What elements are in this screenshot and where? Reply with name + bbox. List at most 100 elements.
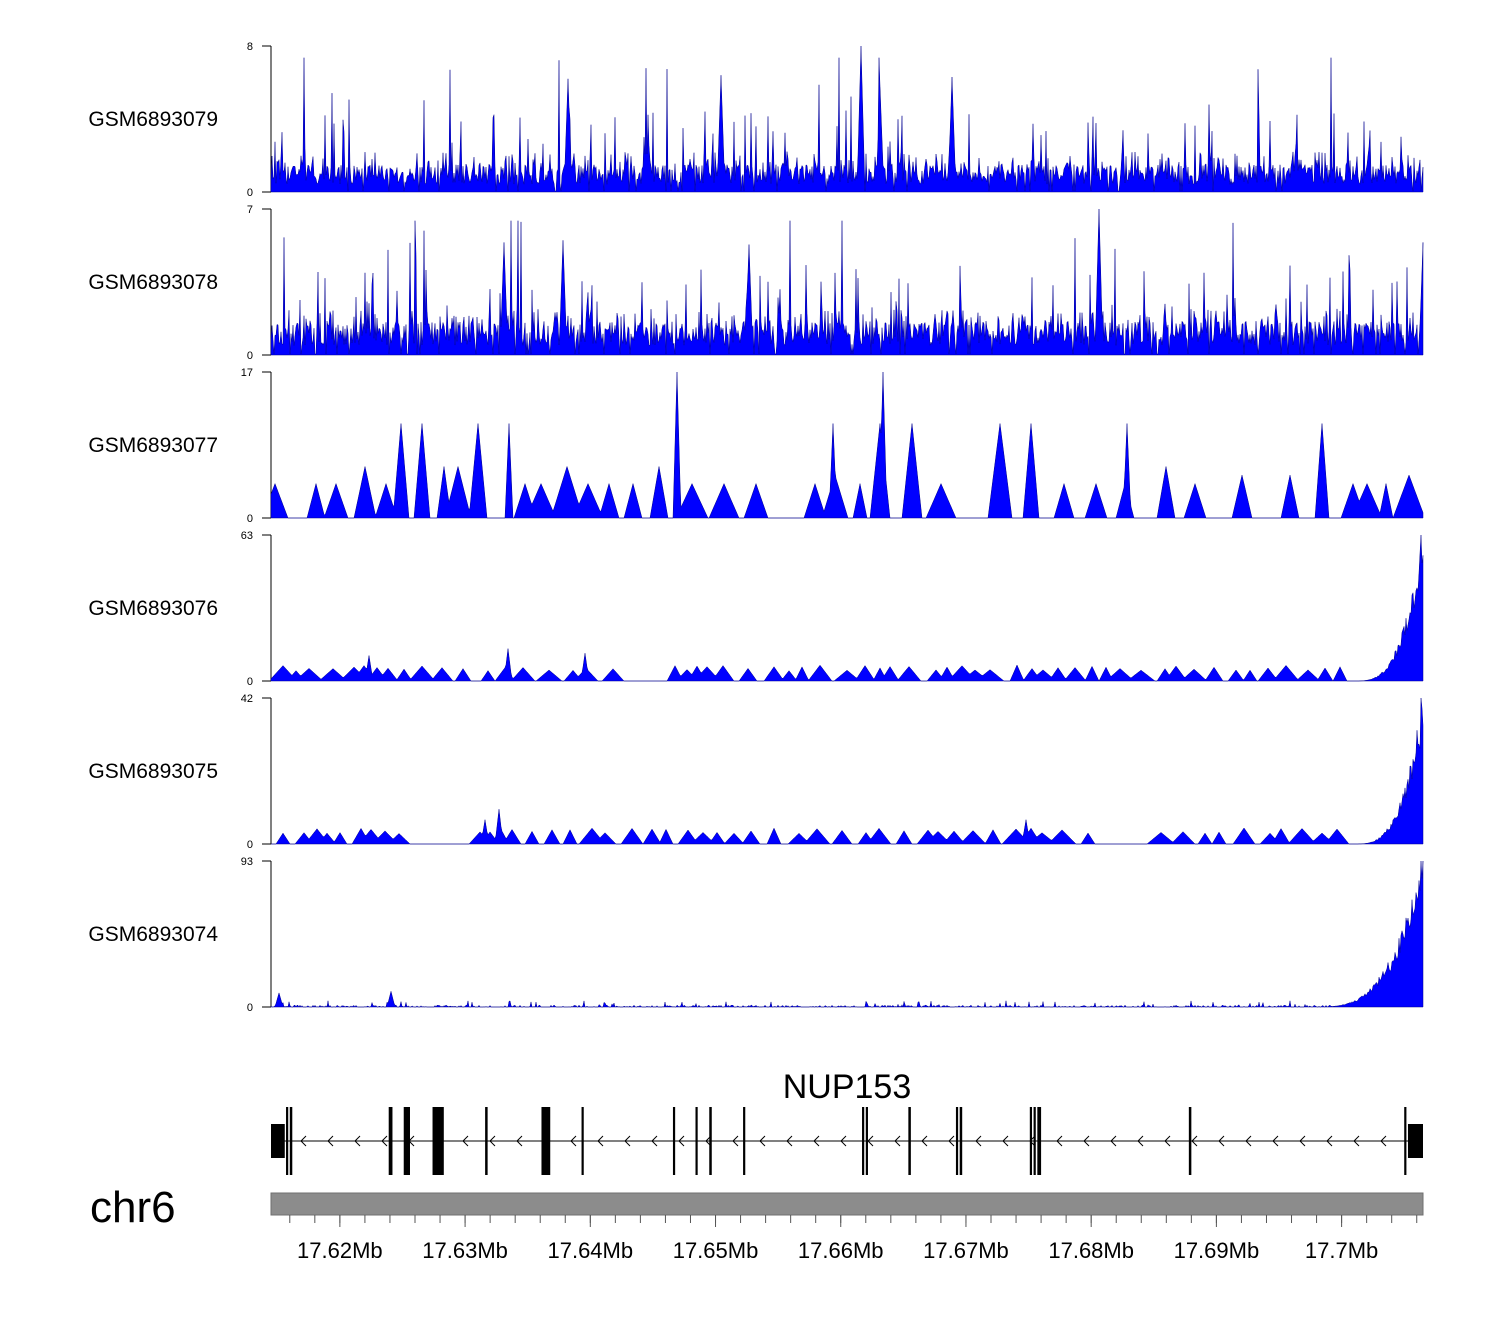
track-GSM6893078: GSM6893078 7 0 xyxy=(88,204,1424,362)
track-label: GSM6893078 xyxy=(88,271,218,294)
coverage-area xyxy=(271,697,1424,845)
track-label: GSM6893074 xyxy=(88,923,218,946)
exon xyxy=(541,1107,551,1175)
strand-arrow xyxy=(894,1135,901,1147)
exon xyxy=(1188,1107,1192,1175)
exon xyxy=(485,1107,488,1175)
gene-model xyxy=(271,1107,1423,1175)
strand-arrow xyxy=(300,1135,307,1147)
strand-arrow xyxy=(489,1135,496,1147)
strand-arrow xyxy=(813,1135,820,1147)
exon xyxy=(695,1107,698,1175)
coverage-area xyxy=(270,371,1424,519)
y-min-label: 0 xyxy=(247,187,253,199)
exon xyxy=(1033,1107,1036,1175)
track-GSM6893076: GSM6893076 63 0 xyxy=(88,530,1424,688)
strand-arrow xyxy=(1002,1135,1009,1147)
exon xyxy=(672,1107,676,1175)
exon xyxy=(1037,1107,1042,1175)
strand-arrow xyxy=(948,1135,955,1147)
strand-arrow xyxy=(1299,1135,1306,1147)
tick-label: 17.65Mb xyxy=(673,1238,759,1263)
tick-label: 17.63Mb xyxy=(422,1238,508,1263)
y-max-label: 42 xyxy=(241,693,253,705)
track-label: GSM6893075 xyxy=(88,760,218,783)
strand-arrow xyxy=(1110,1135,1117,1147)
strand-arrow xyxy=(381,1135,388,1147)
strand-arrow xyxy=(327,1135,334,1147)
exon xyxy=(743,1107,746,1175)
track-label: GSM6893077 xyxy=(88,434,218,457)
strand-arrow xyxy=(1272,1135,1279,1147)
exon xyxy=(862,1107,865,1175)
exon xyxy=(865,1107,868,1175)
coverage-area xyxy=(270,45,1424,193)
strand-arrow xyxy=(354,1135,361,1147)
coverage-tracks: GSM689307980GSM689307870GSM6893077170GSM… xyxy=(88,41,1424,1014)
track-GSM6893075: GSM6893075 42 0 xyxy=(88,693,1424,851)
tick-label: 17.67Mb xyxy=(923,1238,1009,1263)
gene-track: NUP153 xyxy=(271,1068,1423,1175)
tick-label: 17.7Mb xyxy=(1305,1238,1378,1263)
strand-arrow xyxy=(840,1135,847,1147)
tick-label: 17.66Mb xyxy=(798,1238,884,1263)
strand-arrow xyxy=(921,1135,928,1147)
exon xyxy=(709,1107,712,1175)
strand-arrow xyxy=(732,1135,739,1147)
track-GSM6893074: GSM6893074 93 0 xyxy=(88,856,1424,1014)
axis-ticks: 17.62Mb 17.63Mb 17.64Mb 17.65Mb 17.66Mb 17.67… xyxy=(289,1215,1418,1263)
exon xyxy=(271,1124,285,1158)
strand-arrow xyxy=(1191,1135,1198,1147)
strand-arrow xyxy=(1218,1135,1225,1147)
exon xyxy=(403,1107,410,1175)
coverage-area xyxy=(270,208,1424,356)
strand-arrow xyxy=(1137,1135,1144,1147)
strand-arrow xyxy=(786,1135,793,1147)
exon xyxy=(1407,1124,1423,1158)
exon xyxy=(432,1107,444,1175)
track-label: GSM6893079 xyxy=(88,108,218,131)
chromosome-label: chr6 xyxy=(90,1183,176,1232)
y-max-label: 8 xyxy=(247,41,253,53)
track-GSM6893077: GSM6893077 17 0 xyxy=(88,367,1424,525)
genome-axis: chr6 17.62Mb 17.63Mb 17.64Mb 17.65Mb 17.66Mb… xyxy=(90,1183,1424,1263)
strand-arrow xyxy=(867,1135,874,1147)
y-min-label: 0 xyxy=(247,676,253,688)
exon xyxy=(959,1107,963,1175)
strand-arrow xyxy=(1380,1135,1387,1147)
strand-arrow xyxy=(1083,1135,1090,1147)
gene-label: NUP153 xyxy=(783,1068,912,1106)
tick-label: 17.68Mb xyxy=(1048,1238,1134,1263)
strand-arrow xyxy=(678,1135,685,1147)
track-GSM6893079: GSM6893079 8 0 xyxy=(88,41,1424,199)
exon xyxy=(1404,1107,1407,1175)
strand-arrow xyxy=(570,1135,577,1147)
strand-arrow xyxy=(975,1135,982,1147)
track-label: GSM6893076 xyxy=(88,597,218,620)
exon xyxy=(1029,1107,1033,1175)
y-max-label: 93 xyxy=(241,856,253,868)
y-min-label: 0 xyxy=(247,513,253,525)
strand-arrow xyxy=(651,1135,658,1147)
coverage-area xyxy=(270,860,1424,1008)
strand-arrow xyxy=(1164,1135,1171,1147)
strand-arrow xyxy=(1245,1135,1252,1147)
strand-arrow xyxy=(597,1135,604,1147)
strand-arrow xyxy=(462,1135,469,1147)
exon xyxy=(286,1107,289,1175)
exon xyxy=(955,1107,959,1175)
y-min-label: 0 xyxy=(247,839,253,851)
strand-arrow xyxy=(1056,1135,1063,1147)
exon xyxy=(289,1107,293,1175)
y-max-label: 7 xyxy=(247,204,253,216)
tick-label: 17.62Mb xyxy=(297,1238,383,1263)
chromosome-bar xyxy=(270,1192,1424,1216)
y-max-label: 63 xyxy=(241,530,253,542)
strand-arrow xyxy=(624,1135,631,1147)
exon xyxy=(908,1107,911,1175)
strand-arrow xyxy=(1353,1135,1360,1147)
coverage-area xyxy=(270,534,1424,682)
exon xyxy=(581,1107,584,1175)
strand-arrow xyxy=(516,1135,523,1147)
